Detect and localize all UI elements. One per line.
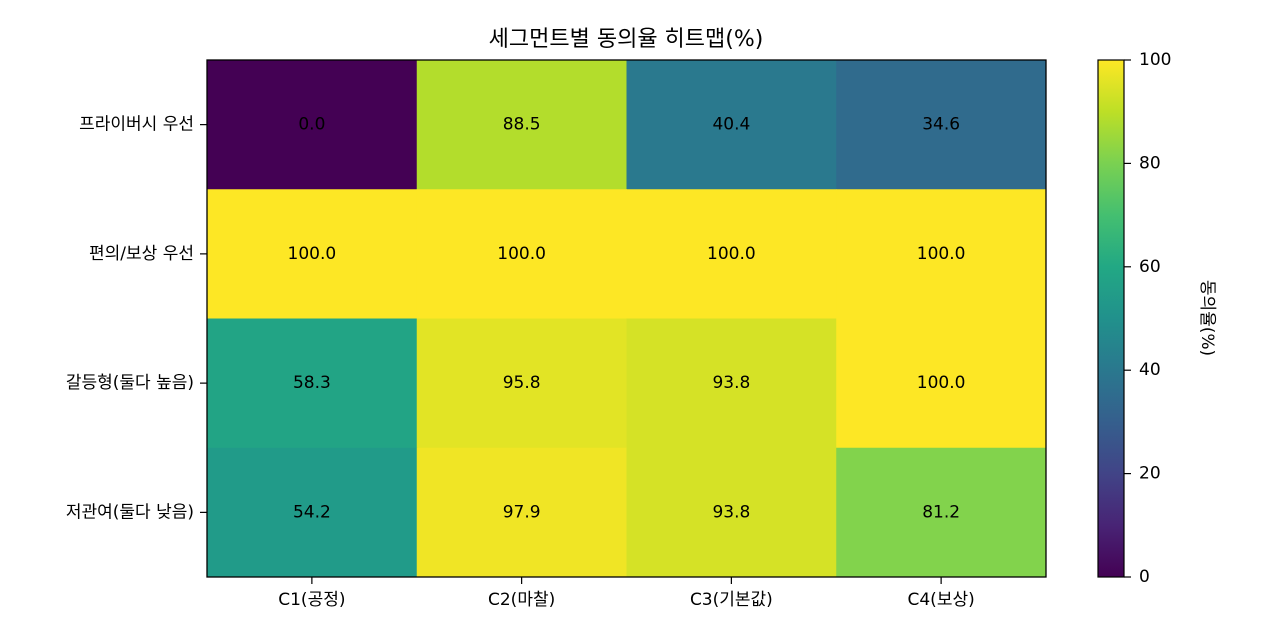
heatmap-cell: [626, 318, 837, 449]
cell-value-label: 100.0: [497, 244, 546, 264]
cell-value-label: 93.8: [712, 502, 750, 522]
heatmap-cells: 0.0 88.5 40.4 34.6 100.0 100.0 100.0 100.0 58.3 9…: [207, 60, 1047, 578]
heatmap-cell: [626, 447, 837, 578]
cell-value-label: 58.3: [293, 373, 331, 393]
heatmap-cell: [626, 189, 837, 319]
column-tick-label: C3(기본값): [690, 590, 773, 610]
heatmap-cell: [626, 60, 837, 190]
row-tick-label: 편의/보상 우선: [89, 244, 194, 264]
cell-value-label: 95.8: [503, 373, 541, 393]
cell-value-label: 100.0: [288, 244, 337, 264]
column-tick-label: C2(마찰): [488, 590, 555, 610]
cell-value-label: 40.4: [712, 115, 750, 135]
heatmap-cell: [836, 318, 1047, 449]
column-axis: C1(공정) C2(마찰) C3(기본값) C4(보상): [278, 577, 975, 610]
cell-value-label: 100.0: [707, 244, 756, 264]
heatmap-cell: [836, 447, 1047, 578]
colorbar-tick-label: 60: [1139, 257, 1161, 277]
colorbar-ticks: 0 20 40 60 80 100: [1124, 50, 1171, 587]
cell-value-label: 0.0: [298, 115, 325, 135]
colorbar: 0 20 40 60 80 100 동의율(%): [1097, 50, 1217, 587]
heatmap-cell: [416, 60, 627, 190]
heatmap-cell: [207, 447, 418, 578]
colorbar-tick-label: 100: [1139, 50, 1171, 70]
heatmap-cell: [416, 318, 627, 449]
heatmap-cell: [416, 447, 627, 578]
cell-value-label: 88.5: [503, 115, 541, 135]
colorbar-tick-label: 0: [1139, 567, 1150, 587]
colorbar-tick-label: 40: [1139, 360, 1161, 380]
heatmap-cell: [207, 60, 418, 190]
cell-value-label: 54.2: [293, 502, 331, 522]
colorbar-tick-label: 80: [1139, 153, 1161, 173]
colorbar-label: 동의율(%): [1197, 280, 1217, 356]
heatmap-cell: [207, 318, 418, 449]
heatmap-cell: [836, 60, 1047, 190]
column-tick-label: C1(공정): [278, 590, 345, 610]
cell-value-label: 100.0: [917, 244, 966, 264]
row-tick-label: 저관여(둘다 낮음): [66, 502, 194, 522]
row-tick-label: 갈등형(둘다 높음): [66, 373, 194, 393]
cell-value-label: 34.6: [922, 115, 960, 135]
cell-value-label: 100.0: [917, 373, 966, 393]
cell-value-label: 81.2: [922, 502, 960, 522]
heatmap-cell: [207, 189, 418, 319]
plot-frame: [206, 59, 1047, 578]
colorbar-gradient: [1097, 59, 1125, 578]
colorbar-tick-label: 20: [1139, 464, 1161, 484]
cell-value-label: 97.9: [503, 502, 541, 522]
cell-value-label: 93.8: [712, 373, 750, 393]
heatmap-cell: [836, 189, 1047, 319]
column-tick-label: C4(보상): [908, 590, 975, 610]
row-tick-label: 프라이버시 우선: [79, 115, 194, 135]
heatmap-cell: [416, 189, 627, 319]
chart-title: 세그먼트별 동의율 히트맵(%): [489, 27, 764, 52]
